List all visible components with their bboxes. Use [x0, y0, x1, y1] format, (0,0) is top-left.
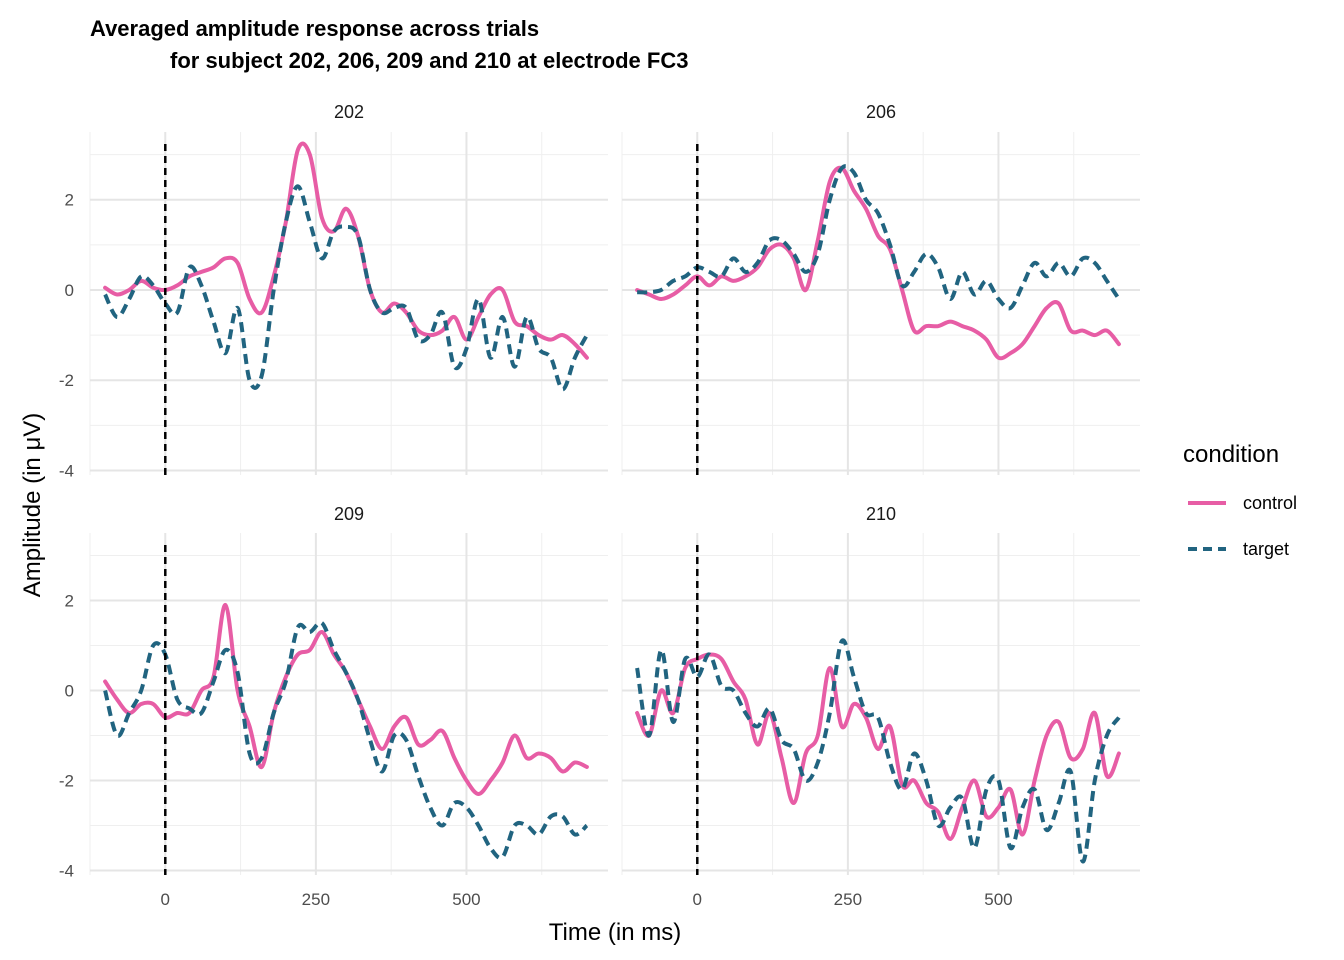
y-tick-label: 2: [65, 191, 74, 210]
y-axis-title: Amplitude (in μV): [19, 413, 46, 598]
series-line-control: [635, 165, 1121, 361]
series-line-control: [103, 141, 589, 360]
panels: 202 -4 -2 0 2 206 209 -4 -2 0 2 0 250 500 210 0 250 500: [59, 102, 1140, 909]
legend: condition control target: [1183, 441, 1297, 559]
panel-202: 202 -4 -2 0 2: [59, 102, 608, 480]
y-tick-label: -2: [59, 371, 74, 390]
facet-label: 210: [866, 504, 896, 524]
x-axis-title: Time (in ms): [549, 919, 681, 946]
legend-label-control: control: [1243, 493, 1297, 513]
x-tick-label: 0: [693, 890, 702, 909]
y-tick-label: 0: [65, 281, 74, 300]
y-tick-label: 2: [65, 592, 74, 611]
chart-title: Averaged amplitude response across trial…: [90, 16, 688, 73]
facet-label: 206: [866, 102, 896, 122]
y-tick-label: -4: [59, 461, 74, 480]
series-line-control: [635, 652, 1121, 841]
panel-206: 206: [621, 102, 1140, 475]
series-line-target: [103, 620, 589, 860]
x-tick-label: 500: [452, 890, 480, 909]
y-tick-label: -4: [59, 862, 74, 881]
x-tick-label: 250: [834, 890, 862, 909]
facet-label: 202: [334, 102, 364, 122]
y-tick-label: 0: [65, 682, 74, 701]
x-tick-label: 250: [302, 890, 330, 909]
series-line-target: [103, 184, 589, 392]
y-tick-label: -2: [59, 772, 74, 791]
x-tick-label: 0: [161, 890, 170, 909]
x-tick-label: 500: [984, 890, 1012, 909]
legend-title: condition: [1183, 441, 1279, 468]
legend-label-target: target: [1243, 539, 1289, 559]
facet-label: 209: [334, 504, 364, 524]
series-line-target: [637, 164, 1121, 311]
panel-210: 210 0 250 500: [621, 504, 1140, 909]
chart-title-line1: Averaged amplitude response across trial…: [90, 16, 539, 41]
chart-title-line2: for subject 202, 206, 209 and 210 at ele…: [170, 48, 688, 73]
panel-209: 209 -4 -2 0 2 0 250 500: [59, 504, 608, 909]
